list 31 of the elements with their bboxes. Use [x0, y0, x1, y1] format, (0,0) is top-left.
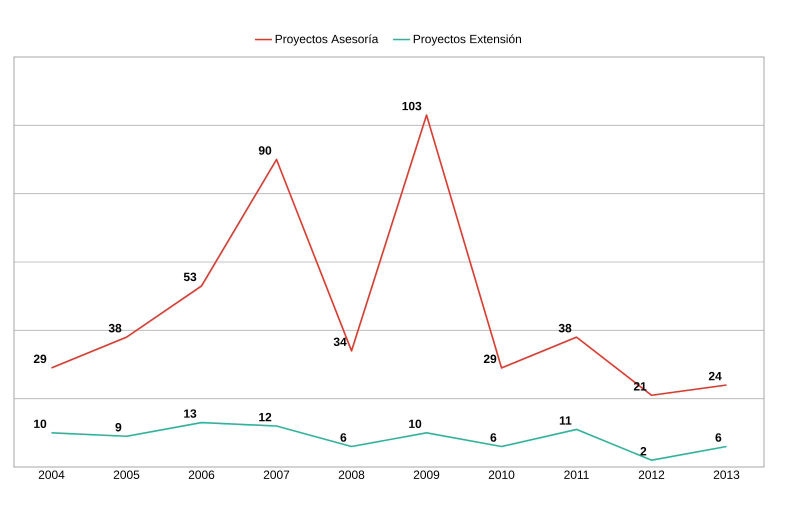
x-tick-label: 2004 [38, 470, 64, 479]
data-label: 9 [115, 423, 122, 432]
data-label: 38 [558, 324, 572, 332]
legend-label: Proyectos Extensión [414, 34, 521, 46]
x-tick-label: 2007 [264, 470, 290, 479]
data-label: 38 [108, 324, 122, 332]
data-label: 24 [708, 372, 722, 380]
data-label: 6 [490, 433, 496, 442]
x-tick-label: 2005 [114, 470, 140, 479]
data-label: 12 [259, 412, 272, 422]
data-label: 10 [34, 420, 46, 428]
data-label: 90 [258, 146, 272, 155]
x-tick-label: 2010 [488, 470, 514, 479]
data-label: 29 [34, 354, 46, 364]
x-tick-label: 2013 [714, 470, 740, 479]
data-label: 53 [184, 272, 196, 282]
data-label: 11 [560, 416, 572, 425]
x-tick-label: 2009 [414, 470, 440, 479]
data-label: 6 [340, 433, 346, 442]
legend-label: Proyectos Asesoría [276, 34, 378, 46]
data-label: 103 [402, 102, 422, 110]
data-label: 10 [409, 420, 422, 428]
data-label: 29 [484, 354, 496, 364]
x-tick-label: 2012 [638, 470, 664, 479]
x-tick-label: 2011 [564, 470, 589, 479]
data-label: 6 [716, 433, 722, 442]
data-label: 13 [184, 409, 196, 418]
x-tick-label: 2006 [188, 470, 214, 479]
data-label: 2 [640, 447, 646, 456]
x-tick-label: 2008 [338, 470, 364, 479]
data-label: 34 [334, 338, 347, 346]
